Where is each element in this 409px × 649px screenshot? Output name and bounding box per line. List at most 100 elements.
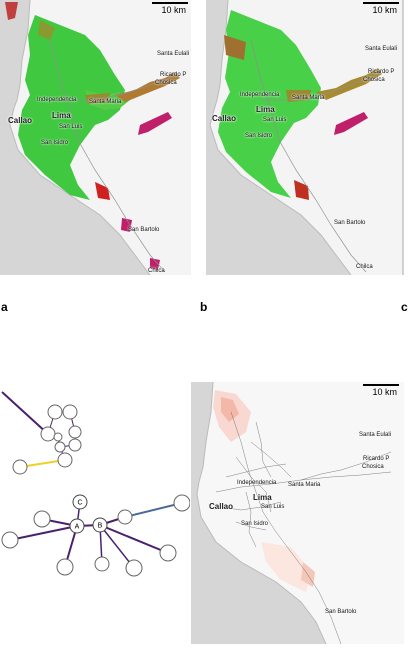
- density-south: [261, 542, 311, 592]
- density-north-core: [221, 397, 239, 422]
- graph-node-label-a: A: [75, 524, 80, 531]
- place-chilca: Chilca: [356, 264, 373, 270]
- graph-node: [40, 426, 56, 442]
- coverage-green: [18, 15, 125, 200]
- graph-node: [1, 531, 19, 549]
- place-lima: Lima: [253, 493, 272, 502]
- graph-node: [62, 404, 78, 420]
- map-panel-d: 10 km Santa Eulali Ricardo P Chosica Ind…: [191, 382, 404, 644]
- graph-node-a: [69, 518, 85, 534]
- coverage-olive: [224, 35, 246, 60]
- graph-edge: [124, 502, 183, 518]
- graph-node: [12, 459, 28, 475]
- graph-edge: [1, 391, 49, 435]
- coastline: [196, 382, 327, 644]
- road-panamericana: [250, 39, 367, 273]
- place-san-luis: San Luis: [263, 117, 287, 123]
- scale-line: [152, 2, 188, 4]
- coverage-red-south-2: [121, 218, 132, 232]
- road-central: [60, 74, 181, 101]
- place-santa-eulalia: Santa Eulali: [157, 51, 190, 57]
- graph-node: [54, 441, 66, 453]
- scale-label: 10 km: [372, 5, 397, 15]
- place-san-isidro: San Isidro: [245, 133, 273, 139]
- adjacent-panel-strip: [402, 0, 404, 275]
- panel-label-a: a: [1, 300, 8, 314]
- coverage-valley: [115, 72, 180, 102]
- graph-node: [56, 558, 74, 576]
- graph-node: [125, 559, 143, 577]
- place-san-luis: San Luis: [59, 124, 83, 130]
- graph-node-label-c: C: [77, 500, 82, 507]
- scale-bar: 10 km: [363, 2, 399, 18]
- graph-node: [159, 544, 177, 562]
- graph-edge: [99, 524, 169, 554]
- place-chilca: Chilca: [148, 268, 165, 274]
- place-chosica: Chosica: [155, 80, 177, 86]
- place-independencia: Independencia: [237, 480, 277, 486]
- road-network: [215, 411, 392, 644]
- place-ricardo-palma: Ricardo P: [363, 456, 390, 462]
- graph-node-c: [72, 494, 88, 510]
- place-santa-eulalia: Santa Eulali: [359, 432, 392, 438]
- place-ricardo-palma: Ricardo P: [160, 72, 187, 78]
- scale-bar: 10 km: [363, 384, 399, 400]
- map-panel-a: 10 km Santa Eulali Ricardo P Chosica Ind…: [0, 0, 191, 275]
- place-callao: Callao: [209, 502, 234, 511]
- place-chosica: Chosica: [363, 77, 385, 83]
- panel-label-c: c: [401, 300, 408, 314]
- place-san-bartolo: San Bartolo: [128, 227, 160, 233]
- map-b-graphic: [206, 0, 404, 275]
- place-santa-maria: Santa Maria: [288, 482, 321, 488]
- graph-node: [68, 425, 82, 439]
- scale-label: 10 km: [161, 5, 186, 15]
- place-callao: Callao: [8, 116, 33, 125]
- map-d-graphic: [191, 382, 404, 644]
- place-lima: Lima: [256, 105, 275, 114]
- place-callao: Callao: [212, 114, 237, 123]
- network-graph: C A B: [0, 372, 191, 644]
- coverage-red-south: [95, 182, 110, 200]
- scale-label: 10 km: [372, 387, 397, 397]
- coverage-red-chilca: [150, 258, 160, 270]
- graph-edge: [99, 524, 135, 569]
- panel-label-b: b: [200, 300, 208, 314]
- scale-line: [363, 384, 399, 386]
- graph-node-b: [92, 517, 108, 533]
- place-santa-eulalia: Santa Eulali: [365, 46, 398, 52]
- graph-edge: [9, 525, 78, 541]
- coverage-red-north: [5, 2, 18, 20]
- place-lima: Lima: [52, 111, 71, 120]
- place-ricardo-palma: Ricardo P: [368, 69, 395, 75]
- map-panel-b: 10 km Santa Eulali Ricardo P Chosica Ind…: [206, 0, 404, 275]
- map-a-graphic: [0, 0, 191, 275]
- coverage-magenta: [334, 112, 368, 135]
- place-chosica: Chosica: [362, 464, 384, 470]
- graph-node: [173, 494, 191, 512]
- scale-line: [363, 2, 399, 4]
- graph-node: [53, 432, 63, 442]
- scale-bar: 10 km: [152, 2, 188, 18]
- place-san-luis: San Luis: [261, 504, 285, 510]
- graph-node: [117, 509, 133, 525]
- road-central: [261, 71, 382, 101]
- coverage-red-south: [294, 180, 309, 200]
- coverage-olive: [38, 20, 55, 40]
- road-panamericana: [49, 39, 166, 273]
- graph-edge: [19, 459, 66, 468]
- graph-node: [68, 438, 82, 452]
- place-san-isidro: San Isidro: [241, 521, 269, 527]
- graph-node: [33, 510, 51, 528]
- place-santa-maria: Santa Maria: [89, 99, 122, 105]
- graph-node: [94, 556, 110, 572]
- sea-area: [0, 0, 150, 275]
- coastline: [209, 0, 352, 275]
- graph-node: [57, 452, 73, 468]
- place-santa-maria: Santa Maria: [292, 95, 325, 101]
- place-san-isidro: San Isidro: [41, 140, 69, 146]
- coverage-olive-2: [286, 90, 311, 102]
- place-san-bartolo: San Bartolo: [334, 220, 366, 226]
- coverage-valley: [316, 68, 382, 100]
- sea-area: [206, 0, 351, 275]
- coastline: [9, 0, 151, 275]
